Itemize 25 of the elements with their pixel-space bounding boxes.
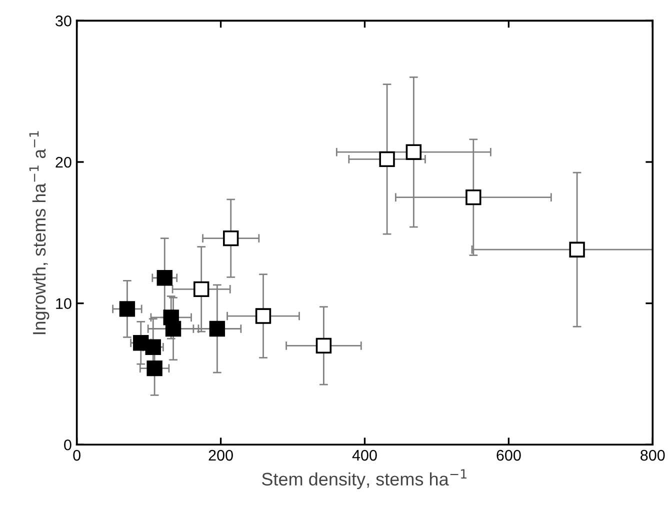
y-tick-label: 0	[64, 439, 72, 450]
point	[255, 308, 272, 324]
x-tick-label: 800	[640, 450, 665, 461]
y-tick-label: 30	[56, 16, 72, 26]
point	[379, 151, 395, 168]
y-tick-label: 10	[56, 298, 72, 309]
point	[569, 242, 585, 258]
x-tick-label: 600	[496, 450, 521, 461]
point	[223, 230, 239, 246]
x-tick-label: 0	[73, 450, 80, 461]
x-axis-title: Stem density, stems ha$^{−1}$	[262, 469, 466, 490]
point	[406, 144, 422, 160]
point	[156, 270, 172, 286]
y-axis-title: Ingrowth, stems ha$^{−1}$ a$^{−1}$	[29, 131, 50, 334]
point	[316, 338, 332, 354]
point	[145, 339, 161, 355]
point	[119, 301, 136, 317]
y-tick-label: 20	[56, 156, 72, 168]
point	[466, 189, 482, 206]
x-tick-label: 200	[208, 450, 233, 461]
point	[193, 281, 210, 298]
x-tick-label: 400	[352, 450, 377, 461]
point	[165, 320, 182, 337]
point	[146, 360, 162, 376]
point	[209, 320, 226, 337]
